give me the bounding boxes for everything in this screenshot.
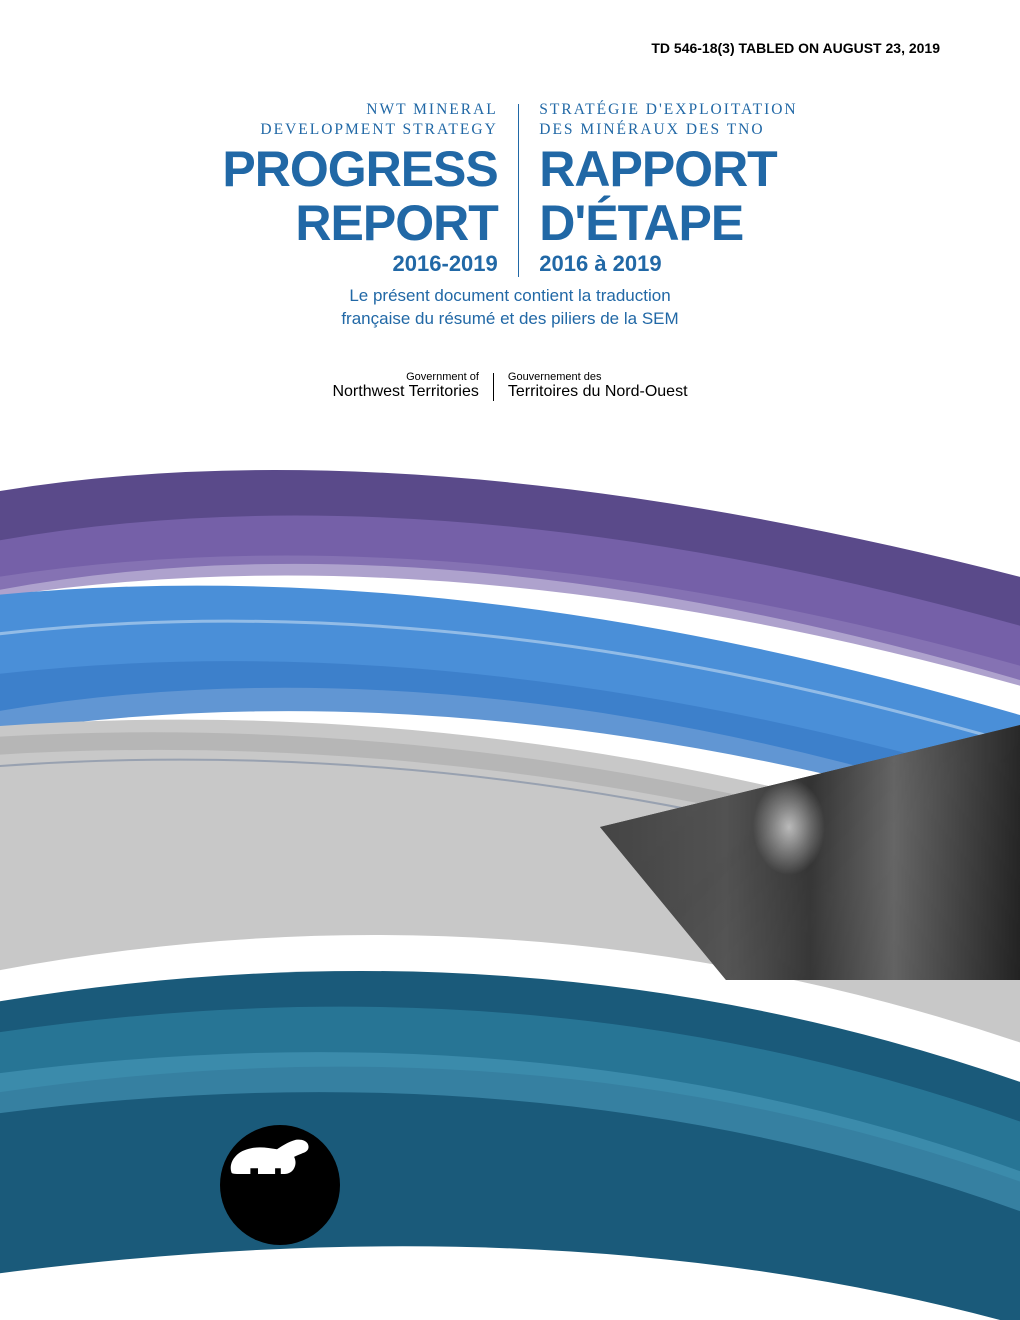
- subtitle-fr-line2: DES MINÉRAUX DES TNO: [539, 120, 764, 140]
- gov-en-small: Government of: [406, 371, 479, 383]
- cover-graphics: [0, 440, 1020, 1320]
- subtitle-en-line2: DEVELOPMENT STRATEGY: [260, 120, 497, 140]
- gov-divider: [493, 373, 494, 401]
- gov-fr-big: Territoires du Nord-Ouest: [508, 383, 688, 401]
- polar-bear-icon: [220, 1125, 315, 1185]
- subtitle-fr-line1: STRATÉGIE D'EXPLOITATION: [539, 100, 797, 120]
- subtitle-en-line1: NWT MINERAL: [366, 100, 498, 120]
- title-divider: [518, 104, 520, 277]
- bigtitle-fr-line1: RAPPORT: [539, 146, 776, 194]
- gov-english: Government of Northwest Territories: [332, 371, 478, 401]
- bigtitle-en-line1: PROGRESS: [222, 146, 497, 194]
- years-en: 2016-2019: [393, 251, 498, 277]
- gov-fr-small: Gouvernement des: [508, 371, 602, 383]
- title-french: STRATÉGIE D'EXPLOITATION DES MINÉRAUX DE…: [539, 100, 797, 277]
- gov-french: Gouvernement des Territoires du Nord-Oue…: [508, 371, 688, 401]
- title-row: NWT MINERAL DEVELOPMENT STRATEGY PROGRES…: [0, 100, 1020, 277]
- gov-en-big: Northwest Territories: [332, 383, 478, 401]
- french-note-line2: française du résumé et des piliers de la…: [0, 308, 1020, 331]
- polar-bear-logo: [220, 1125, 340, 1245]
- government-wordmark: Government of Northwest Territories Gouv…: [0, 371, 1020, 401]
- bigtitle-fr-line2: D'ÉTAPE: [539, 200, 743, 248]
- years-fr: 2016 à 2019: [539, 251, 661, 277]
- tabled-info: TD 546-18(3) TABLED ON AUGUST 23, 2019: [651, 40, 940, 56]
- header-block: NWT MINERAL DEVELOPMENT STRATEGY PROGRES…: [0, 100, 1020, 401]
- french-note-line1: Le présent document contient la traducti…: [0, 285, 1020, 308]
- bigtitle-en-line2: REPORT: [295, 200, 497, 248]
- french-note: Le présent document contient la traducti…: [0, 285, 1020, 331]
- title-english: NWT MINERAL DEVELOPMENT STRATEGY PROGRES…: [222, 100, 497, 277]
